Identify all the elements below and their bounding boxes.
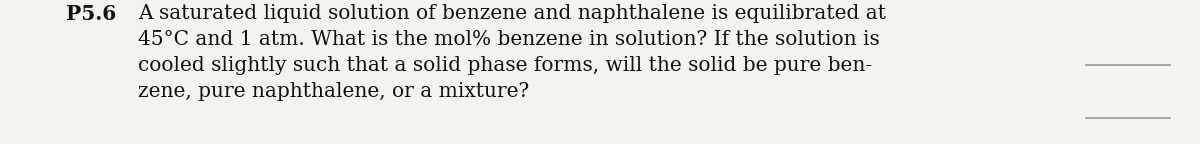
Text: A saturated liquid solution of benzene and naphthalene is equilibrated at
45°C a: A saturated liquid solution of benzene a… — [138, 4, 886, 101]
Text: P5.6: P5.6 — [66, 4, 116, 24]
